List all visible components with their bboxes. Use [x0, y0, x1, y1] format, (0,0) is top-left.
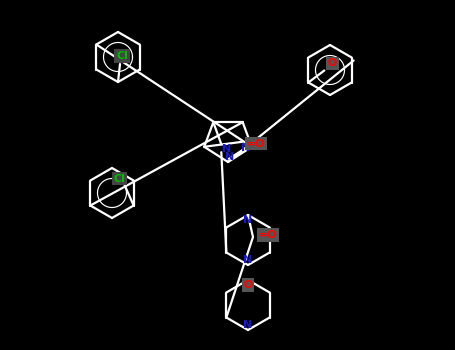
- Text: Cl: Cl: [114, 174, 126, 183]
- Text: Cl: Cl: [116, 51, 128, 61]
- Text: =O: =O: [259, 230, 277, 240]
- Text: N: N: [241, 143, 250, 153]
- Text: N: N: [243, 255, 253, 265]
- Text: N: N: [243, 320, 253, 330]
- Text: O: O: [328, 58, 337, 69]
- Text: N: N: [243, 215, 253, 225]
- Text: N: N: [222, 144, 231, 154]
- Text: =O: =O: [247, 139, 266, 149]
- Text: N: N: [225, 152, 235, 162]
- Text: O: O: [243, 280, 253, 290]
